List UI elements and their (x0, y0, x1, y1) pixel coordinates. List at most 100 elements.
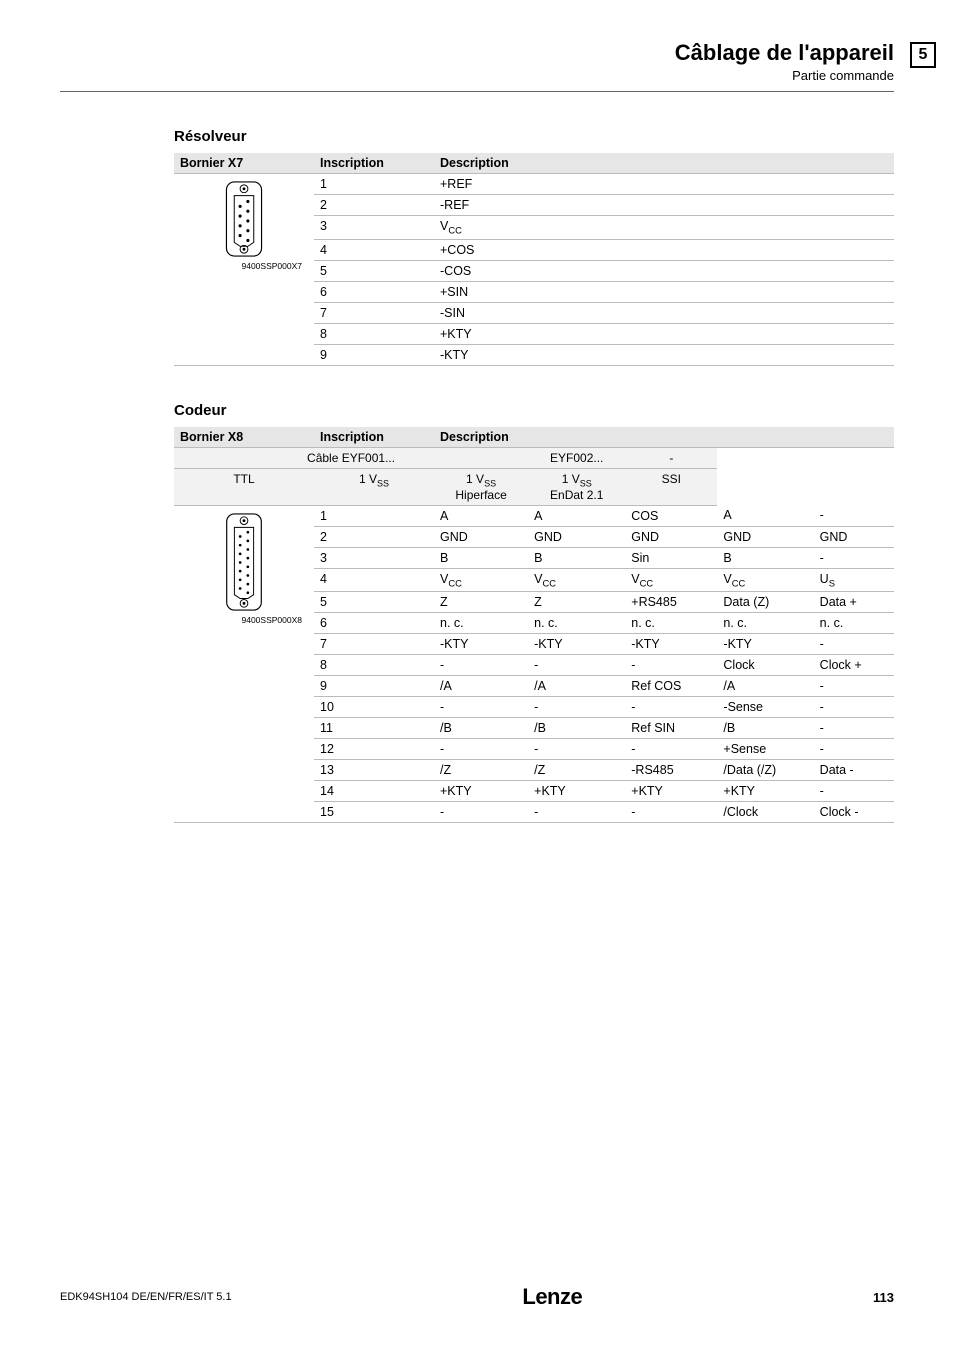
footer-brand: Lenze (522, 1284, 582, 1310)
pin-value: VCC (528, 568, 625, 592)
pin-number: 1 (314, 505, 434, 526)
th-1vss: 1 VSS (314, 468, 434, 505)
pin-number: 4 (314, 239, 434, 260)
pin-value: - (528, 739, 625, 760)
pin-value: -RS485 (625, 760, 717, 781)
pin-value: VCC (625, 568, 717, 592)
pin-value: Data - (814, 760, 894, 781)
pin-value: - (625, 802, 717, 823)
pin-value: - (814, 739, 894, 760)
page-footer: EDK94SH104 DE/EN/FR/ES/IT 5.1 Lenze 113 (60, 1284, 894, 1310)
connector-15pin-icon (224, 512, 264, 612)
th-inscription-x8: Inscription (314, 427, 434, 448)
pin-value: A (717, 505, 813, 526)
pin-value: +KTY (625, 781, 717, 802)
th-ssi: SSI (625, 468, 717, 505)
pin-value: - (528, 802, 625, 823)
footer-docref: EDK94SH104 DE/EN/FR/ES/IT 5.1 (60, 1291, 232, 1303)
table-row: 9400SSP000X71+REF (174, 174, 894, 195)
pin-desc: -COS (434, 260, 894, 281)
pin-value: GND (717, 526, 813, 547)
pin-desc: -KTY (434, 344, 894, 365)
pin-value: -Sense (717, 697, 813, 718)
pin-value: - (625, 739, 717, 760)
th-1vss-hiperface: 1 VSSHiperface (434, 468, 528, 505)
pin-value: - (625, 655, 717, 676)
pin-value: - (528, 697, 625, 718)
connector-cell-x8: 9400SSP000X8 (174, 505, 314, 823)
page-header: Câblage de l'appareil Partie commande 5 (60, 40, 894, 92)
chapter-number: 5 (910, 42, 936, 68)
pin-number: 9 (314, 676, 434, 697)
pin-value: - (625, 697, 717, 718)
pin-value: - (814, 505, 894, 526)
connector-cell-x7: 9400SSP000X7 (174, 174, 314, 366)
pin-value: +RS485 (625, 592, 717, 613)
pin-value: Z (528, 592, 625, 613)
pin-value: Clock - (814, 802, 894, 823)
pin-number: 12 (314, 739, 434, 760)
pin-value: n. c. (528, 613, 625, 634)
pin-value: - (814, 547, 894, 568)
pin-value: -KTY (717, 634, 813, 655)
pin-value: - (814, 676, 894, 697)
th-cable-dash: - (625, 447, 717, 468)
pin-value: A (528, 505, 625, 526)
section-title-encoder: Codeur (174, 402, 894, 419)
pin-desc: +COS (434, 239, 894, 260)
pin-value: GND (625, 526, 717, 547)
pin-value: - (434, 655, 528, 676)
pin-value: Ref SIN (625, 718, 717, 739)
encoder-table: Bornier X8 Inscription Description Câble… (174, 427, 894, 824)
pin-value: Clock (717, 655, 813, 676)
pin-number: 2 (314, 195, 434, 216)
pin-number: 1 (314, 174, 434, 195)
pin-number: 6 (314, 613, 434, 634)
pin-value: Data + (814, 592, 894, 613)
th-bornier-x8: Bornier X8 (174, 427, 314, 448)
pin-value: GND (528, 526, 625, 547)
th-bornier: Bornier X7 (174, 153, 314, 174)
pin-number: 5 (314, 592, 434, 613)
th-inscription: Inscription (314, 153, 434, 174)
pin-value: - (434, 802, 528, 823)
pin-value: -KTY (528, 634, 625, 655)
pin-number: 8 (314, 323, 434, 344)
pin-desc: +KTY (434, 323, 894, 344)
pin-value: GND (434, 526, 528, 547)
pin-value: +KTY (528, 781, 625, 802)
pin-value: +KTY (434, 781, 528, 802)
pin-value: Data (Z) (717, 592, 813, 613)
th-description: Description (434, 153, 894, 174)
pin-number: 2 (314, 526, 434, 547)
pin-value: B (434, 547, 528, 568)
pin-value: +KTY (717, 781, 813, 802)
th-description-x8: Description (434, 427, 894, 448)
th-1vss-endat: 1 VSSEnDat 2.1 (528, 468, 625, 505)
pin-value: - (528, 655, 625, 676)
header-title: Câblage de l'appareil (60, 40, 894, 66)
pin-value: - (434, 739, 528, 760)
pin-value: - (814, 781, 894, 802)
pin-number: 3 (314, 216, 434, 240)
pin-value: Ref COS (625, 676, 717, 697)
pin-number: 3 (314, 547, 434, 568)
pin-value: - (814, 697, 894, 718)
pin-value: A (434, 505, 528, 526)
pin-number: 13 (314, 760, 434, 781)
pin-value: Clock + (814, 655, 894, 676)
pin-value: /Data (/Z) (717, 760, 813, 781)
partno-x7: 9400SSP000X7 (180, 261, 308, 271)
pin-number: 7 (314, 634, 434, 655)
pin-desc: VCC (434, 216, 894, 240)
pin-value: - (814, 718, 894, 739)
pin-number: 14 (314, 781, 434, 802)
pin-value: n. c. (434, 613, 528, 634)
pin-number: 7 (314, 302, 434, 323)
pin-number: 10 (314, 697, 434, 718)
connector-9pin-icon (224, 180, 264, 258)
pin-value: -KTY (625, 634, 717, 655)
header-rule (60, 91, 894, 92)
pin-desc: -REF (434, 195, 894, 216)
pin-value: - (814, 634, 894, 655)
